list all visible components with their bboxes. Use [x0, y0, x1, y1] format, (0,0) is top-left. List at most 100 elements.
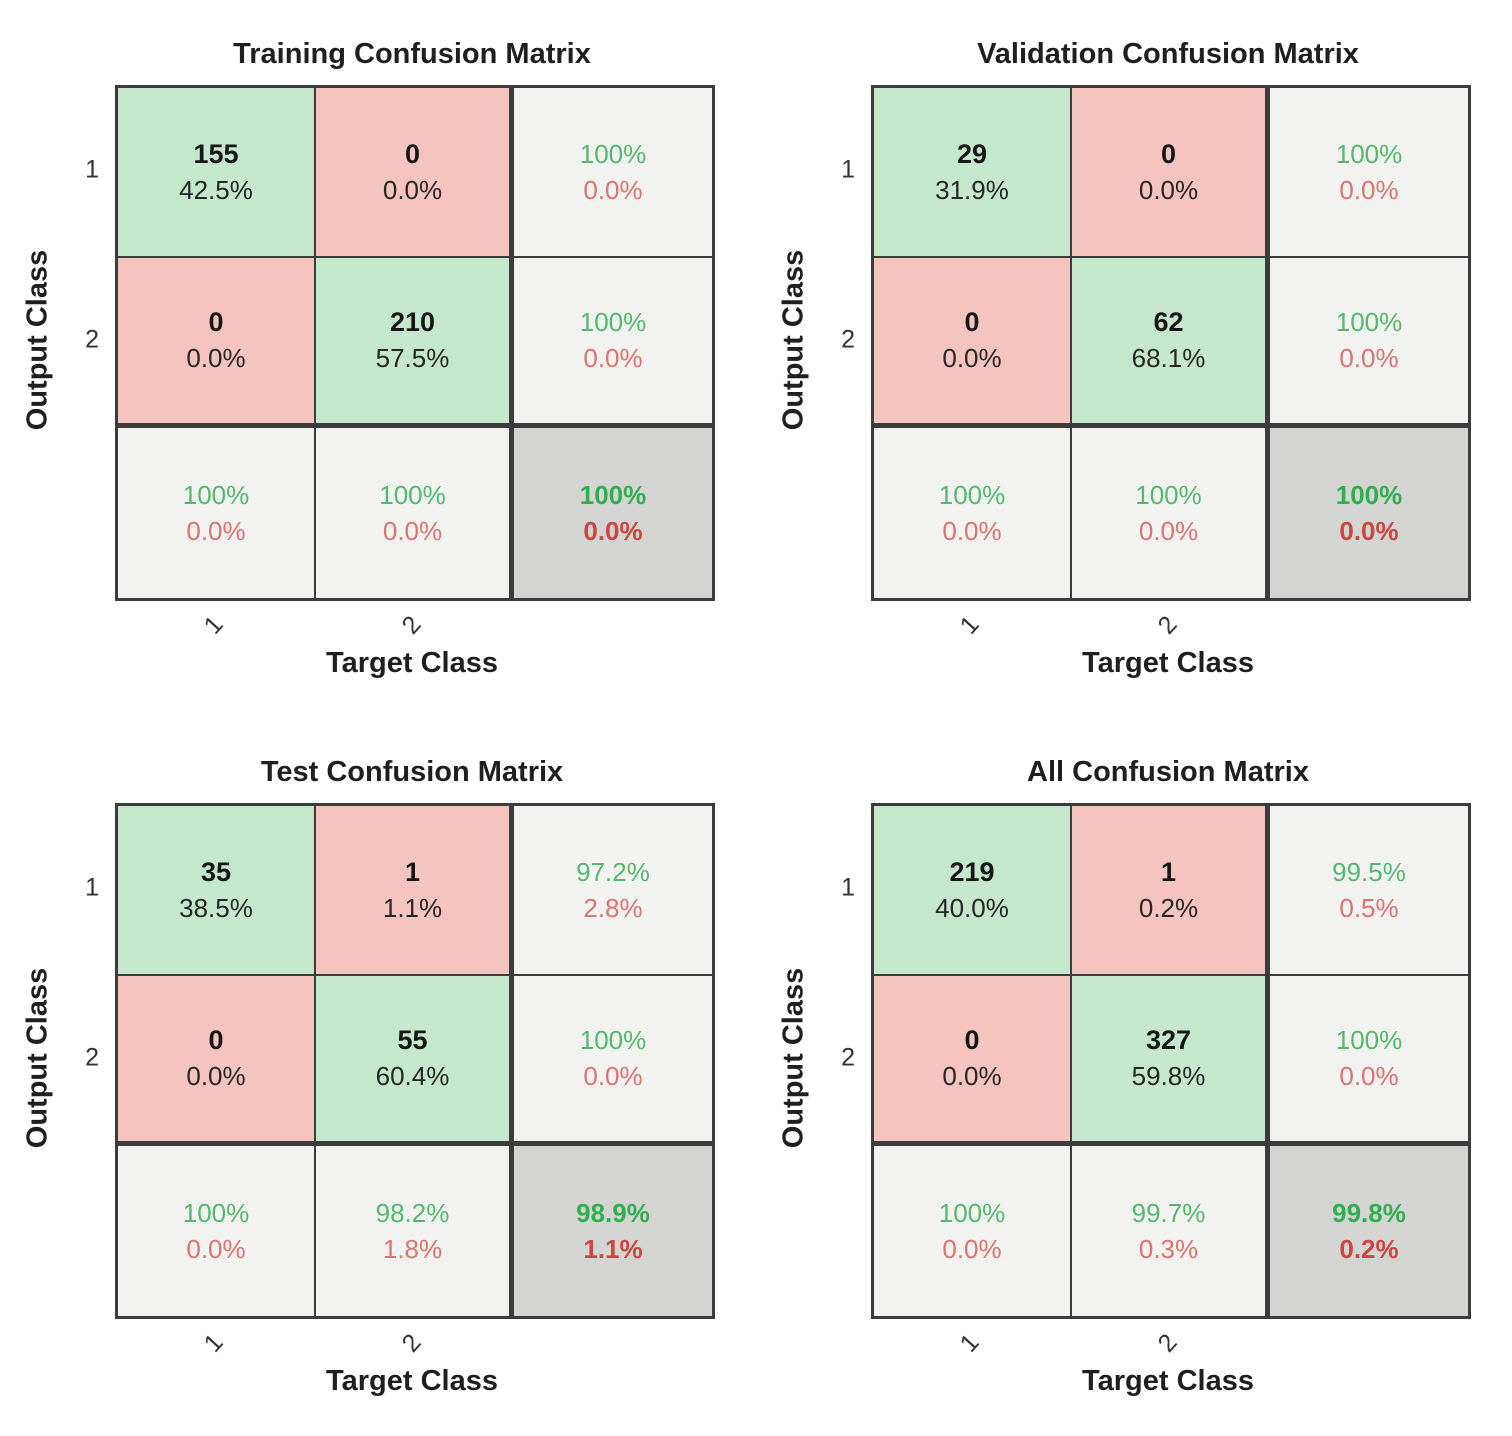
summary-green-percent: 100% [182, 1197, 250, 1228]
summary-green-percent: 98.2% [375, 1197, 450, 1228]
cell-count: 219 [949, 856, 995, 887]
confusion-grid: 35 38.5% 1 1.1% 97.2% 2.8% 0 0.0% 55 6 [115, 803, 715, 1319]
summary-green-percent: 100% [938, 1197, 1006, 1228]
cell-output1-target2: 1 1.1% [316, 806, 514, 976]
y-tick-1: 1 [841, 155, 855, 184]
summary-green-percent: 100% [938, 479, 1006, 510]
x-tick-2: 2 [1152, 1328, 1183, 1358]
cell-output1-target1: 35 38.5% [118, 806, 316, 976]
summary-green-percent: 100% [182, 479, 250, 510]
y-axis-label: Output Class [777, 249, 810, 431]
overall-accuracy: 98.9% 1.1% [514, 1146, 712, 1316]
row-summary-1: 99.5% 0.5% [1270, 806, 1468, 976]
summary-green-percent: 99.7% [1131, 1197, 1206, 1228]
y-tick-1: 1 [841, 873, 855, 902]
y-tick-2: 2 [841, 1043, 855, 1072]
summary-green-percent: 100% [579, 479, 647, 510]
cell-count: 0 [208, 1025, 224, 1055]
summary-red-percent: 0.2% [1339, 1233, 1399, 1264]
x-tick-1: 1 [954, 1328, 985, 1358]
cell-percent: 0.0% [942, 1061, 1002, 1091]
summary-red-percent: 0.0% [1339, 515, 1399, 546]
summary-green-percent: 100% [579, 307, 647, 337]
overall-accuracy: 100% 0.0% [1270, 428, 1468, 598]
summary-green-percent: 100% [1335, 307, 1403, 337]
cell-output1-target2: 0 0.0% [1072, 88, 1270, 258]
panel-title: Validation Confusion Matrix [977, 38, 1359, 70]
cell-percent: 0.0% [186, 343, 246, 373]
cell-percent: 60.4% [375, 1061, 450, 1091]
summary-red-percent: 2.8% [583, 892, 643, 923]
cell-count: 0 [1160, 138, 1177, 169]
summary-red-percent: 0.0% [1339, 174, 1399, 205]
panel-title: Training Confusion Matrix [233, 38, 591, 70]
confusion-grid: 155 42.5% 0 0.0% 100% 0.0% 0 0.0% 210 [115, 85, 715, 601]
cell-percent: 40.0% [935, 892, 1009, 923]
summary-red-percent: 0.0% [1339, 1061, 1399, 1091]
summary-green-percent: 100% [1135, 479, 1202, 510]
summary-red-percent: 0.0% [382, 515, 443, 546]
panel-all: All Confusion Matrix Output Class 1 2 21… [756, 718, 1512, 1436]
summary-red-percent: 0.0% [583, 174, 643, 205]
y-axis-label: Output Class [777, 967, 810, 1149]
panel-test: Test Confusion Matrix Output Class 1 2 3… [0, 718, 756, 1436]
col-summary-2: 99.7% 0.3% [1072, 1146, 1270, 1316]
cell-count: 0 [964, 307, 980, 337]
cell-percent: 42.5% [179, 174, 253, 205]
summary-red-percent: 0.0% [1138, 515, 1199, 546]
cell-percent: 57.5% [375, 343, 450, 373]
y-tick-2: 2 [85, 1043, 99, 1072]
confusion-grid: 29 31.9% 0 0.0% 100% 0.0% 0 0.0% 62 68 [871, 85, 1471, 601]
summary-red-percent: 0.0% [1339, 343, 1399, 373]
cell-percent: 0.2% [1138, 892, 1199, 923]
cell-count: 62 [1153, 307, 1184, 337]
cell-percent: 0.0% [1138, 174, 1199, 205]
cell-count: 29 [956, 138, 988, 169]
x-tick-1: 1 [198, 610, 229, 640]
summary-red-percent: 0.0% [942, 1233, 1002, 1264]
confusion-grid: 219 40.0% 1 0.2% 99.5% 0.5% 0 0.0% 327 [871, 803, 1471, 1319]
summary-green-percent: 99.8% [1332, 1197, 1406, 1228]
row-summary-2: 100% 0.0% [514, 976, 712, 1146]
cell-percent: 0.0% [382, 174, 443, 205]
cell-output1-target1: 219 40.0% [874, 806, 1072, 976]
x-axis-label: Target Class [1082, 647, 1254, 679]
y-tick-2: 2 [841, 325, 855, 354]
cell-output2-target1: 0 0.0% [874, 258, 1072, 428]
cell-percent: 68.1% [1131, 343, 1206, 373]
cell-count: 1 [404, 856, 421, 887]
y-axis-label: Output Class [21, 249, 54, 431]
y-tick-1: 1 [85, 155, 99, 184]
summary-red-percent: 0.0% [186, 515, 246, 546]
x-axis-label: Target Class [1082, 1365, 1254, 1397]
col-summary-1: 100% 0.0% [874, 428, 1072, 598]
plot-area: Validation Confusion Matrix Output Class… [778, 38, 1471, 679]
summary-green-percent: 99.5% [1332, 856, 1406, 887]
cell-percent: 0.0% [942, 343, 1002, 373]
summary-green-percent: 100% [379, 479, 446, 510]
y-tick-1: 1 [85, 873, 99, 902]
cell-percent: 59.8% [1131, 1061, 1206, 1091]
summary-green-percent: 100% [1335, 479, 1403, 510]
cell-percent: 0.0% [186, 1061, 246, 1091]
cell-output1-target2: 1 0.2% [1072, 806, 1270, 976]
summary-green-percent: 100% [1335, 138, 1403, 169]
cell-output1-target1: 29 31.9% [874, 88, 1072, 258]
row-summary-2: 100% 0.0% [1270, 258, 1468, 428]
col-summary-1: 100% 0.0% [118, 1146, 316, 1316]
cell-count: 35 [200, 856, 232, 887]
summary-green-percent: 98.9% [576, 1197, 650, 1228]
cell-count: 210 [389, 307, 436, 337]
row-summary-1: 97.2% 2.8% [514, 806, 712, 976]
col-summary-2: 98.2% 1.8% [316, 1146, 514, 1316]
cell-percent: 38.5% [179, 892, 253, 923]
cell-output2-target1: 0 0.0% [874, 976, 1072, 1146]
cell-output2-target2: 55 60.4% [316, 976, 514, 1146]
cell-output1-target1: 155 42.5% [118, 88, 316, 258]
col-summary-1: 100% 0.0% [874, 1146, 1072, 1316]
x-tick-2: 2 [396, 1328, 427, 1358]
summary-green-percent: 97.2% [576, 856, 650, 887]
col-summary-1: 100% 0.0% [118, 428, 316, 598]
cell-count: 55 [397, 1025, 428, 1055]
cell-output2-target2: 327 59.8% [1072, 976, 1270, 1146]
